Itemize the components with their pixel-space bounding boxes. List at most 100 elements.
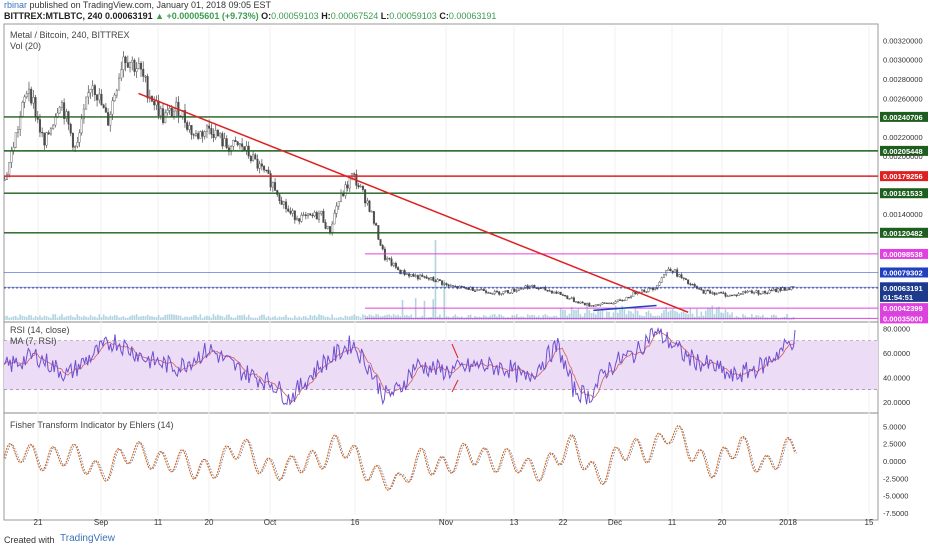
volume-bar [588,310,591,320]
volume-bar [704,310,707,320]
volume-bar [245,317,248,320]
candle [678,274,681,277]
candle [346,184,349,189]
candle [577,301,580,304]
candle [660,277,663,283]
volume-bar [135,314,138,320]
candle [67,111,70,125]
publisher-username[interactable]: rbinar [4,0,28,10]
volume-bar [221,316,224,320]
volume-bar [234,317,237,320]
volume-bar [30,315,32,320]
candle [300,215,303,222]
tradingview-logo[interactable]: TradingView [60,533,116,544]
volume-bar [388,314,391,320]
fisher-pane[interactable]: 5.0000 2.5000 0.0000 -2.5000 -5.0000 -7.5000 [3,422,908,518]
volume-bar [250,317,252,320]
volume-bar [726,312,729,320]
volume-bar [395,315,397,320]
volume-bar [100,317,103,320]
volume-bar [184,316,186,320]
candle [214,130,217,138]
volume-bar [65,316,68,320]
candle [570,297,573,299]
candle [12,147,15,151]
volume-bar [199,314,202,320]
close-value: 0.00063191 [448,11,497,21]
candle [632,291,635,297]
fisher-title: Fisher Transform Indicator by Ehlers (14… [10,420,174,430]
rsi-divergence-line [451,343,459,359]
volume-bar [269,317,272,320]
volume-bar [335,317,338,320]
candle [276,190,279,195]
volume-bar [162,316,164,320]
tradingview-chart[interactable]: 0.00240706 0.00205448 0.00179256 0.00161533… [0,0,932,530]
candle [640,289,643,293]
candle [21,102,24,117]
volume-bar [107,317,109,320]
candle [78,132,81,143]
volume-bar [138,316,140,320]
volume-bar [406,314,408,320]
candle [590,305,593,307]
candle [605,302,608,304]
candle [56,112,59,117]
candle [324,222,327,229]
candle [216,130,219,137]
candle [610,302,613,304]
candle [625,297,628,301]
volume-bar [140,316,142,320]
volume-bar [377,314,380,320]
candle [761,291,764,294]
candle [120,69,123,79]
candle [691,284,694,286]
candle [583,302,586,306]
volume-bar [621,305,624,320]
candle [96,94,99,101]
plot-frame [3,23,879,521]
candle [658,282,661,286]
volume-bar [192,315,195,320]
volume-bar [634,308,637,320]
candle [322,210,325,223]
candle [361,185,364,190]
candle [484,290,487,293]
candle [16,129,19,133]
candle [205,125,208,132]
volume-bar [370,315,373,320]
rsi-pane[interactable]: 80.0000 60.0000 40.0000 20.0000 [3,324,910,407]
volume-bar [252,317,254,320]
volume-bar [513,315,516,320]
volume-bar [489,315,492,320]
volume-bar [612,312,615,320]
volume-bar [155,317,158,320]
volume-bar [316,316,318,320]
candle [489,292,492,294]
candle [221,133,224,147]
time-axis[interactable]: 21 Sep 11 20 Oct 16 Nov 13 22 Dec 11 20 2018 15 [34,518,874,527]
candle [452,285,455,287]
volume-bar [197,316,199,320]
candle [564,294,567,297]
volume-bar [61,314,63,320]
rsi-tick-label: 20.0000 [883,398,910,407]
candle [296,218,299,221]
candle [728,294,731,297]
volume-bar [217,314,219,320]
volume-bar [230,316,232,320]
volume-bar [636,310,639,320]
horizontal-levels[interactable]: 0.00240706 0.00205448 0.00179256 0.00161533… [4,111,928,324]
trendlines[interactable] [138,92,689,313]
volume-bar [715,307,718,320]
candle [515,290,518,292]
x-tick-label: 11 [668,518,677,527]
rsi-ma-label: MA (7, RSI) [10,336,57,346]
candle [267,169,270,174]
level-label-box [880,283,928,294]
candlestick-series[interactable] [3,51,795,308]
candle [263,166,266,171]
price-axis[interactable]: 0.00320000 0.00300000 0.00280000 0.00260000… [883,36,923,219]
volume-bar [779,317,782,320]
candle [144,76,147,78]
